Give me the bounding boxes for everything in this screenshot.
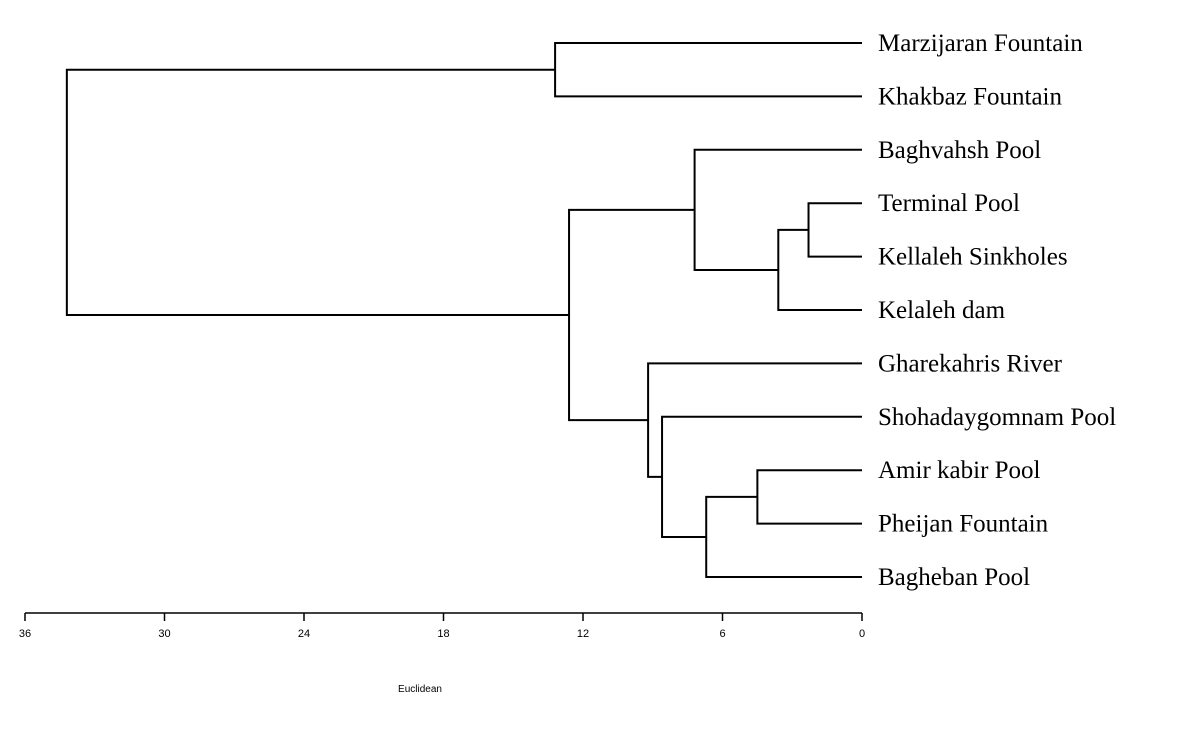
dendrogram-links <box>65 42 862 578</box>
leaf-label: Gharekahris River <box>878 350 1063 377</box>
leaf-label: Shohadaygomnam Pool <box>878 404 1116 431</box>
x-axis-title: Euclidean <box>398 684 442 695</box>
link-m7 <box>647 362 862 478</box>
x-axis: 36 30 24 18 12 6 0 Euclidean <box>19 612 865 695</box>
link-m2 <box>777 228 862 311</box>
leaf-label: Terminal Pool <box>878 190 1020 217</box>
x-tick-label: 36 <box>19 628 31 640</box>
link-m6 <box>661 415 862 538</box>
leaf-label: Pheijan Fountain <box>878 511 1049 538</box>
leaf-label: Baghvahsh Pool <box>878 137 1041 164</box>
link-m4 <box>756 469 862 525</box>
x-axis-ticks: 36 30 24 18 12 6 0 <box>19 613 865 640</box>
link-m1 <box>807 202 862 258</box>
leaf-label: Amir kabir Pool <box>878 457 1041 484</box>
x-tick-label: 12 <box>577 628 589 640</box>
x-tick-label: 0 <box>859 628 865 640</box>
link-m8 <box>568 208 695 422</box>
leaf-label: Bagheban Pool <box>878 564 1030 591</box>
link-m9 <box>554 42 862 98</box>
link-m5 <box>705 495 862 578</box>
leaf-label: Marzijaran Fountain <box>878 30 1083 57</box>
link-m10 <box>65 68 570 317</box>
x-tick-label: 24 <box>298 628 310 640</box>
leaf-labels: Marzijaran Fountain Khakbaz Fountain Baghv… <box>878 30 1116 591</box>
x-tick-label: 30 <box>158 628 170 640</box>
leaf-label: Kellaleh Sinkholes <box>878 244 1068 271</box>
x-tick-label: 6 <box>719 628 725 640</box>
leaf-label: Kelaleh dam <box>878 297 1006 324</box>
x-tick-label: 18 <box>437 628 449 640</box>
leaf-label: Khakbaz Fountain <box>878 83 1062 110</box>
